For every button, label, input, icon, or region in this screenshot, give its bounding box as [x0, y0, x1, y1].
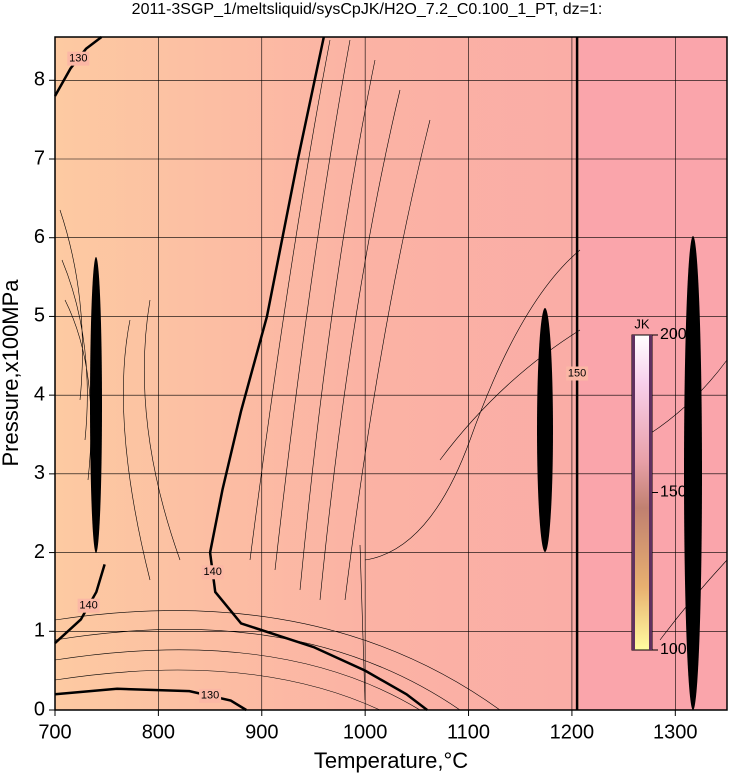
y-tick-label: 7 [34, 147, 45, 169]
plot-region [580, 37, 727, 710]
contour-label: 140 [203, 566, 221, 578]
x-tick-label: 700 [38, 721, 71, 743]
contour-label: 130 [69, 53, 87, 65]
y-tick-label: 2 [34, 541, 45, 563]
x-tick-label: 1200 [550, 721, 595, 743]
colorbar-tick-label: 150 [660, 484, 687, 501]
y-tick-label: 4 [34, 383, 45, 405]
colorbar-label: JK [634, 316, 650, 331]
x-tick-label: 900 [245, 721, 278, 743]
y-tick-label: 6 [34, 226, 45, 248]
y-tick-label: 1 [34, 620, 45, 642]
contour-label: 140 [79, 600, 97, 612]
colorbar-tick-label: 100 [660, 641, 687, 658]
contour-label: 130 [201, 690, 219, 702]
x-tick-label: 1000 [343, 721, 388, 743]
colorbar-tick-label: 200 [660, 326, 687, 343]
colorbar-ticks: 100 150 200 [652, 326, 687, 658]
y-tick-label: 3 [34, 462, 45, 484]
x-tick-label: 1300 [653, 721, 698, 743]
x-tick-label: 800 [142, 721, 175, 743]
x-axis-label: Temperature,°C [314, 748, 468, 773]
chart-title: 2011-3SGP_1/meltsliquid/sysCpJK/H2O_7.2_… [132, 1, 603, 18]
contour-label-bg [566, 366, 589, 381]
contour-label-bg [77, 598, 100, 613]
contour-label-bg [67, 51, 90, 66]
contour-label: 150 [568, 367, 586, 379]
y-tick-label: 5 [34, 305, 45, 327]
colorbar-edge [649, 335, 652, 650]
x-tick-label: 1100 [447, 721, 490, 743]
plot-frame [54, 36, 728, 711]
colorbar-edge [632, 335, 635, 650]
spikes [90, 236, 702, 710]
y-axis-label: Pressure,x100MPa [0, 279, 23, 467]
contour-label-bg [201, 565, 224, 580]
contours: 140 150 130 130 140 [53, 36, 589, 712]
y-tick-label: 8 [34, 69, 45, 91]
contour-line [54, 687, 247, 712]
contour-label-bg [199, 688, 222, 703]
y-tick-label: 0 [34, 698, 45, 720]
